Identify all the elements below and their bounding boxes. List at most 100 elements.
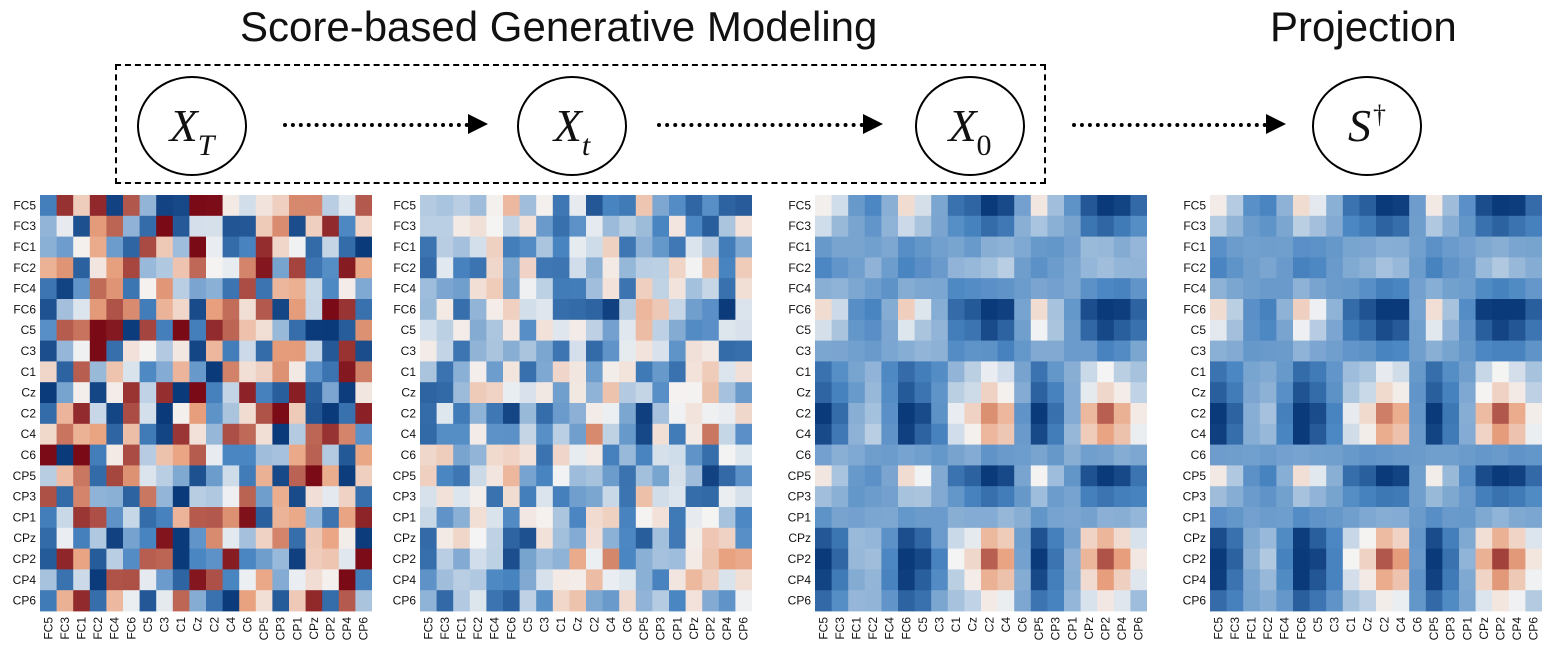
heatmap-cell xyxy=(486,195,504,217)
heatmap-cell xyxy=(1014,340,1032,362)
heatmap-cell xyxy=(914,195,932,217)
heatmap-cell xyxy=(652,236,670,258)
heatmap-cell xyxy=(619,465,637,487)
heatmap-cell xyxy=(1492,278,1510,300)
heatmap-cell xyxy=(89,382,107,404)
column-tick-label: CPz xyxy=(307,617,321,640)
row-tick-label: CP5 xyxy=(13,469,37,483)
heatmap-cell xyxy=(1508,486,1526,508)
heatmap-cell xyxy=(831,507,849,529)
row-tick-label: CP6 xyxy=(1183,594,1207,608)
heatmap-cell xyxy=(1276,444,1294,466)
row-tick-label: FC1 xyxy=(788,240,811,254)
heatmap-cell xyxy=(1409,382,1427,404)
heatmap-cell xyxy=(139,527,157,549)
row-tick-label: FC4 xyxy=(1183,282,1206,296)
heatmap-cell xyxy=(338,361,356,383)
heatmap-cell xyxy=(40,527,57,549)
heatmap-cell xyxy=(931,382,949,404)
heatmap-cell xyxy=(536,590,554,612)
row-tick-label: CP5 xyxy=(788,469,812,483)
column-tick-label: FC5 xyxy=(816,617,830,640)
heatmap-cell xyxy=(848,423,866,445)
heatmap-cell xyxy=(1210,527,1227,549)
heatmap-cell xyxy=(1014,236,1032,258)
heatmap-cell xyxy=(106,319,124,341)
heatmap-cell xyxy=(486,423,504,445)
heatmap-cell xyxy=(1525,257,1542,279)
heatmap-cell xyxy=(420,195,437,217)
heatmap-cell xyxy=(964,257,982,279)
heatmap-cell xyxy=(947,569,965,591)
heatmap-cell xyxy=(735,423,752,445)
heatmap-cell xyxy=(73,236,91,258)
row-tick-label: CP4 xyxy=(1183,573,1207,587)
heatmap-cell xyxy=(1359,195,1377,217)
heatmap-cell xyxy=(1064,319,1081,341)
heatmap-cell xyxy=(40,215,57,237)
heatmap-cell xyxy=(1359,340,1377,362)
heatmap-cell xyxy=(1459,590,1476,612)
row-tick-label: C3 xyxy=(21,344,37,358)
heatmap-cell xyxy=(947,361,965,383)
heatmap-cell xyxy=(1392,569,1410,591)
x-t-final-node: XT xyxy=(137,76,247,176)
heatmap-cell xyxy=(864,507,882,529)
heatmap-cell xyxy=(206,486,223,508)
heatmap-cell xyxy=(1326,507,1344,529)
heatmap-cell xyxy=(106,423,124,445)
heatmap-cell xyxy=(1259,444,1277,466)
heatmap-cell xyxy=(997,299,1015,321)
column-tick-label: FC3 xyxy=(438,617,452,640)
heatmap-cell xyxy=(1425,299,1443,321)
heatmap-cell xyxy=(1064,403,1081,425)
column-tick-label: CP6 xyxy=(357,617,371,641)
heatmap-cell xyxy=(1392,423,1410,445)
column-tick-label: CP2 xyxy=(1099,617,1113,641)
heatmap-cell xyxy=(40,257,57,279)
heatmap-cell xyxy=(338,236,356,258)
heatmap-cell xyxy=(1409,340,1427,362)
column-tick-label: FC6 xyxy=(124,617,138,640)
heatmap-cell xyxy=(635,257,653,279)
row-tick-label: FC2 xyxy=(788,261,811,275)
heatmap-cell xyxy=(1097,548,1115,570)
heatmap-cell xyxy=(1047,423,1065,445)
heatmap-cell xyxy=(436,361,454,383)
row-tick-label: FC1 xyxy=(1183,240,1206,254)
heatmap-cell xyxy=(338,569,356,591)
heatmap-cell xyxy=(702,548,720,570)
heatmap-cell xyxy=(619,299,637,321)
heatmap-cell xyxy=(1014,278,1032,300)
heatmap-cell xyxy=(569,340,587,362)
heatmap-cell xyxy=(239,590,257,612)
heatmap-cell xyxy=(469,548,487,570)
heatmap-cell xyxy=(1064,527,1081,549)
heatmap-cell xyxy=(106,590,124,612)
heatmap-cell xyxy=(139,486,157,508)
heatmap-cell xyxy=(718,465,736,487)
heatmap-cell xyxy=(519,382,537,404)
heatmap-cell xyxy=(1326,382,1344,404)
heatmap-cell xyxy=(106,340,124,362)
heatmap-cell xyxy=(1276,590,1294,612)
heatmap-cell xyxy=(239,569,257,591)
heatmap-cell xyxy=(702,507,720,529)
heatmap-cell xyxy=(1080,590,1098,612)
row-tick-label: CPz xyxy=(1183,531,1206,545)
heatmap-cell xyxy=(815,215,832,237)
row-tick-label: C2 xyxy=(21,406,37,420)
heatmap-cell xyxy=(997,548,1015,570)
column-tick-label: CP3 xyxy=(1444,617,1458,641)
column-tick-label: FC1 xyxy=(1245,617,1259,640)
heatmap-cell xyxy=(1326,215,1344,237)
heatmap-cell xyxy=(156,548,174,570)
heatmap-cell xyxy=(619,444,637,466)
heatmap-cell xyxy=(914,361,932,383)
heatmap-cell xyxy=(685,444,703,466)
heatmap-cell xyxy=(322,590,340,612)
heatmap-cell xyxy=(586,423,603,445)
heatmap-cell xyxy=(123,361,140,383)
heatmap-cell xyxy=(586,361,603,383)
heatmap-cell xyxy=(981,527,998,549)
